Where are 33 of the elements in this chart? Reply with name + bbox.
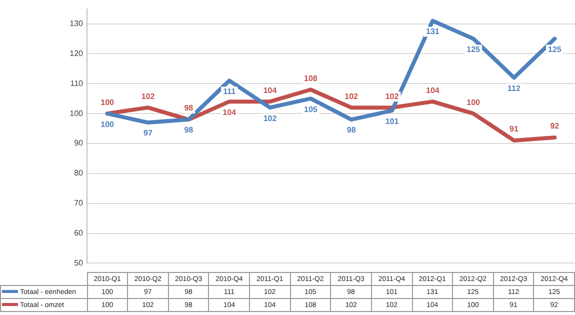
text: 111	[223, 86, 236, 96]
text: 102	[385, 92, 399, 101]
text: 101	[385, 116, 399, 126]
text: 98	[346, 126, 356, 135]
text: 92	[550, 122, 560, 131]
text: 112	[508, 84, 520, 93]
y-tick-label: 90	[74, 138, 84, 148]
text: 102	[344, 92, 358, 101]
y-tick-label: 130	[70, 18, 84, 28]
y-tick-label: 70	[74, 198, 84, 208]
text: 100	[100, 120, 114, 129]
text: 102	[141, 92, 155, 101]
text: 97	[144, 128, 152, 138]
text: 131	[426, 26, 440, 36]
y-tick-label: 60	[74, 228, 84, 238]
text: 98	[184, 126, 194, 135]
text: 104	[263, 86, 277, 95]
y-tick-label: 80	[74, 168, 84, 178]
text: 104	[426, 86, 440, 95]
y-tick-label: 50	[74, 258, 84, 268]
text: 102	[263, 114, 277, 123]
text: 125	[548, 44, 562, 54]
text: 100	[466, 98, 480, 107]
text: 98	[184, 104, 194, 113]
text: 105	[304, 104, 318, 114]
text: 91	[510, 124, 518, 134]
text: 100	[100, 98, 114, 107]
text: 125	[466, 44, 480, 54]
y-tick-label: 120	[70, 48, 84, 58]
y-tick-label: 110	[70, 78, 84, 88]
text: 104	[222, 108, 236, 117]
text: 108	[304, 74, 318, 83]
y-tick-label: 100	[70, 108, 84, 118]
